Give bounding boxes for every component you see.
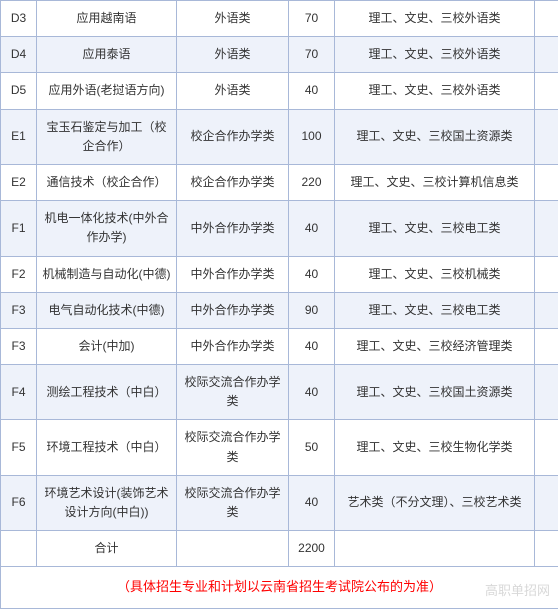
cell-category: 中外合作办学类 [177, 328, 289, 364]
table-row: F5环境工程技术（中白）校际交流合作办学类50理工、文史、三校生物化学类 [1, 420, 558, 475]
cell-extra [535, 109, 558, 164]
cell-code: F4 [1, 365, 37, 420]
cell-name: 电气自动化技术(中德) [37, 292, 177, 328]
cell-extra [535, 256, 558, 292]
cell-extra [535, 420, 558, 475]
table-row: F3会计(中加)中外合作办学类40理工、文史、三校经济管理类 [1, 328, 558, 364]
cell-name: 应用泰语 [37, 37, 177, 73]
cell-num: 70 [289, 1, 335, 37]
cell-num: 50 [289, 420, 335, 475]
cell-category [177, 531, 289, 567]
cell-name: 通信技术（校企合作） [37, 164, 177, 200]
cell-name: 应用越南语 [37, 1, 177, 37]
cell-num: 220 [289, 164, 335, 200]
cell-category: 外语类 [177, 73, 289, 109]
cell-code [1, 531, 37, 567]
table-row: F6环境艺术设计(装饰艺术设计方向(中白))校际交流合作办学类40艺术类（不分文… [1, 475, 558, 530]
cell-desc [335, 531, 535, 567]
cell-name: 环境艺术设计(装饰艺术设计方向(中白)) [37, 475, 177, 530]
cell-name: 环境工程技术（中白） [37, 420, 177, 475]
cell-name: 应用外语(老挝语方向) [37, 73, 177, 109]
cell-extra [535, 73, 558, 109]
cell-extra [535, 37, 558, 73]
cell-code: F2 [1, 256, 37, 292]
cell-name: 会计(中加) [37, 328, 177, 364]
cell-name: 测绘工程技术（中白） [37, 365, 177, 420]
table-row: F3电气自动化技术(中德)中外合作办学类90理工、文史、三校电工类 [1, 292, 558, 328]
cell-extra [535, 164, 558, 200]
table-row: F2机械制造与自动化(中德)中外合作办学类40理工、文史、三校机械类 [1, 256, 558, 292]
cell-desc: 理工、文史、三校国土资源类 [335, 109, 535, 164]
cell-extra [535, 1, 558, 37]
cell-code: D3 [1, 1, 37, 37]
cell-desc: 理工、文史、三校电工类 [335, 201, 535, 256]
cell-category: 中外合作办学类 [177, 201, 289, 256]
cell-extra [535, 292, 558, 328]
cell-name: 机械制造与自动化(中德) [37, 256, 177, 292]
cell-desc: 理工、文史、三校生物化学类 [335, 420, 535, 475]
table-row: F4测绘工程技术（中白）校际交流合作办学类40理工、文史、三校国土资源类 [1, 365, 558, 420]
cell-code: F3 [1, 328, 37, 364]
cell-num: 40 [289, 475, 335, 530]
cell-code: E2 [1, 164, 37, 200]
cell-desc: 理工、文史、三校经济管理类 [335, 328, 535, 364]
cell-desc: 理工、文史、三校外语类 [335, 37, 535, 73]
cell-num: 40 [289, 256, 335, 292]
cell-num: 40 [289, 328, 335, 364]
cell-extra [535, 328, 558, 364]
cell-extra [535, 475, 558, 530]
cell-code: D5 [1, 73, 37, 109]
cell-extra [535, 365, 558, 420]
cell-name: 宝玉石鉴定与加工（校企合作） [37, 109, 177, 164]
cell-code: F1 [1, 201, 37, 256]
total-label: 合计 [37, 531, 177, 567]
note-cell: （具体招生专业和计划以云南省招生考试院公布的为准） 高职单招网 [1, 567, 558, 609]
cell-extra [535, 201, 558, 256]
cell-num: 100 [289, 109, 335, 164]
cell-desc: 理工、文史、三校机械类 [335, 256, 535, 292]
cell-num: 40 [289, 365, 335, 420]
cell-num: 90 [289, 292, 335, 328]
cell-category: 校企合作办学类 [177, 109, 289, 164]
total-value: 2200 [289, 531, 335, 567]
table-row: E1宝玉石鉴定与加工（校企合作）校企合作办学类100理工、文史、三校国土资源类 [1, 109, 558, 164]
admissions-table: D3应用越南语外语类70理工、文史、三校外语类D4应用泰语外语类70理工、文史、… [0, 0, 558, 609]
cell-category: 校际交流合作办学类 [177, 365, 289, 420]
cell-category: 外语类 [177, 1, 289, 37]
table-row: D3应用越南语外语类70理工、文史、三校外语类 [1, 1, 558, 37]
watermark: 高职单招网 [485, 581, 550, 602]
note-row: （具体招生专业和计划以云南省招生考试院公布的为准） 高职单招网 [1, 567, 558, 609]
cell-num: 40 [289, 201, 335, 256]
table-row: D4应用泰语外语类70理工、文史、三校外语类 [1, 37, 558, 73]
note-text: （具体招生专业和计划以云南省招生考试院公布的为准） [117, 579, 442, 594]
cell-category: 外语类 [177, 37, 289, 73]
cell-code: E1 [1, 109, 37, 164]
cell-category: 中外合作办学类 [177, 256, 289, 292]
cell-category: 中外合作办学类 [177, 292, 289, 328]
table-row: E2通信技术（校企合作）校企合作办学类220理工、文史、三校计算机信息类 [1, 164, 558, 200]
cell-extra [535, 531, 558, 567]
table-row: D5应用外语(老挝语方向)外语类40理工、文史、三校外语类 [1, 73, 558, 109]
cell-desc: 理工、文史、三校外语类 [335, 73, 535, 109]
cell-desc: 艺术类（不分文理）、三校艺术类 [335, 475, 535, 530]
cell-num: 70 [289, 37, 335, 73]
cell-desc: 理工、文史、三校国土资源类 [335, 365, 535, 420]
cell-code: F6 [1, 475, 37, 530]
cell-desc: 理工、文史、三校计算机信息类 [335, 164, 535, 200]
cell-category: 校企合作办学类 [177, 164, 289, 200]
table-row: F1机电一体化技术(中外合作办学)中外合作办学类40理工、文史、三校电工类 [1, 201, 558, 256]
cell-desc: 理工、文史、三校外语类 [335, 1, 535, 37]
cell-code: F5 [1, 420, 37, 475]
total-row: 合计 2200 [1, 531, 558, 567]
cell-code: D4 [1, 37, 37, 73]
cell-name: 机电一体化技术(中外合作办学) [37, 201, 177, 256]
cell-num: 40 [289, 73, 335, 109]
cell-category: 校际交流合作办学类 [177, 420, 289, 475]
cell-category: 校际交流合作办学类 [177, 475, 289, 530]
cell-desc: 理工、文史、三校电工类 [335, 292, 535, 328]
cell-code: F3 [1, 292, 37, 328]
